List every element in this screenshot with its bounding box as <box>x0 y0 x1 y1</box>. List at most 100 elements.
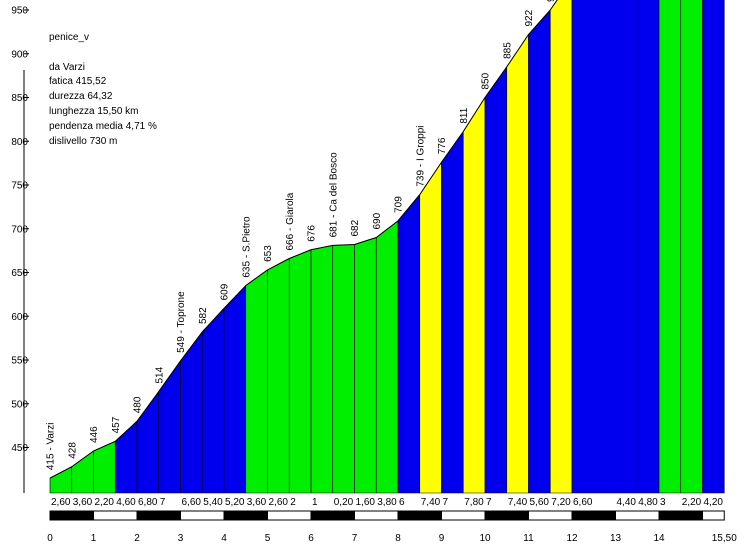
y-tick-label: 500 <box>11 399 28 410</box>
gradient-label: 7 <box>443 497 449 508</box>
km-bar-block <box>484 510 529 521</box>
point-label: 922 <box>524 9 535 26</box>
segment-green <box>332 244 355 494</box>
point-label: 666 - Giarola <box>285 192 296 250</box>
profile-line <box>49 0 558 479</box>
km-bar-block <box>702 510 725 521</box>
segment-blue <box>615 0 638 494</box>
gradient-label: 7 <box>486 497 492 508</box>
km-bar-block <box>397 510 442 521</box>
gradient-label: 2,20 <box>682 497 702 508</box>
pendenza-stat: pendenza media 4,71 % <box>49 121 157 132</box>
x-tick-label: 12 <box>566 533 578 544</box>
km-bar-block <box>310 510 355 521</box>
x-tick-label: 8 <box>395 533 401 544</box>
gradient-label: 6,60 <box>182 497 202 508</box>
point-label: 776 <box>437 137 448 154</box>
segment-blue <box>397 193 421 494</box>
segment-green <box>658 0 682 494</box>
lunghezza-stat: lunghezza 15,50 km <box>49 106 139 117</box>
km-bar-block <box>571 510 616 521</box>
segment-blue <box>441 130 464 494</box>
segment-yellow <box>419 161 442 494</box>
y-tick-label: 750 <box>11 181 28 192</box>
durezza-stat: durezza 64,32 <box>49 91 113 102</box>
gradient-label: 7,40 <box>421 497 441 508</box>
gradient-label: 1 <box>312 497 318 508</box>
y-tick-label: 900 <box>11 49 28 60</box>
start-location: da Varzi <box>49 62 85 73</box>
gradient-label: 2,20 <box>95 497 115 508</box>
km-bar-block <box>615 510 660 521</box>
point-label: 415 - Varzi <box>46 423 57 471</box>
point-label: 850 <box>481 72 492 89</box>
gradient-label: 4,60 <box>116 497 136 508</box>
point-label: 514 <box>154 366 165 383</box>
gradient-label: 3 <box>660 497 666 508</box>
profile-name: penice_v <box>49 32 90 43</box>
gradient-label: 5,20 <box>225 497 245 508</box>
point-label: 681 - Ca del Bosco <box>328 152 339 237</box>
dislivello-stat: dislivello 730 m <box>49 136 118 147</box>
point-label: 690 <box>372 212 383 229</box>
gradient-label: 7 <box>160 497 166 508</box>
gradient-label: 3,80 <box>377 497 397 508</box>
gradient-label: 4,40 <box>617 497 637 508</box>
point-label: 885 <box>502 42 513 59</box>
km-bar-block <box>441 510 486 521</box>
gradient-label: 1,60 <box>356 497 376 508</box>
x-tick-label: 7 <box>352 533 358 544</box>
gradient-label: 5,40 <box>203 497 223 508</box>
gradient-label: 0,20 <box>334 497 354 508</box>
point-label: 653 <box>263 245 274 262</box>
gradient-label: 2 <box>290 497 296 508</box>
gradient-label: 2,60 <box>51 497 71 508</box>
segment-green <box>680 0 703 494</box>
x-tick-label: 5 <box>265 533 271 544</box>
point-label: 549 - Toprone <box>176 291 187 353</box>
y-tick-label: 700 <box>11 224 28 235</box>
km-bar-block <box>267 510 312 521</box>
point-label: 582 <box>198 307 209 324</box>
x-tick-label: 2 <box>134 533 140 544</box>
km-bar-block <box>180 510 225 521</box>
gradient-label: 6,80 <box>138 497 158 508</box>
km-bar-block <box>223 510 268 521</box>
segment-blue <box>571 0 616 494</box>
gradient-label: 4,80 <box>638 497 658 508</box>
x-tick-label: 10 <box>479 533 491 544</box>
gradient-label: 5,60 <box>530 497 550 508</box>
point-label: 739 - I Groppi <box>415 125 426 186</box>
y-tick-label: 450 <box>11 443 28 454</box>
gradient-label: 7,40 <box>508 497 528 508</box>
segment-green <box>245 269 268 494</box>
point-label: 676 <box>307 225 318 242</box>
y-tick-label: 550 <box>11 356 28 367</box>
gradient-label: 2,60 <box>269 497 289 508</box>
fatica-stat: fatica 415,52 <box>49 76 107 87</box>
point-label: 480 <box>133 396 144 413</box>
gradient-label: 7,20 <box>551 497 571 508</box>
point-label: 428 <box>67 442 78 459</box>
km-bar-block <box>354 510 399 521</box>
km-bar-block <box>49 510 94 521</box>
gradient-label: 6 <box>399 497 405 508</box>
gradient-label: 3,60 <box>73 497 93 508</box>
segment-green <box>288 249 312 494</box>
point-label: 709 <box>394 196 405 213</box>
km-bar-block <box>528 510 573 521</box>
x-tick-label: 3 <box>178 533 184 544</box>
segment-yellow <box>462 96 486 494</box>
km-bar-block <box>658 510 703 521</box>
x-tick-label: 11 <box>523 533 534 544</box>
segment-blue <box>201 307 225 494</box>
segment-green <box>354 237 377 494</box>
point-label: 811 <box>459 107 470 123</box>
gradient-label: 4,20 <box>704 497 724 508</box>
segment-green <box>375 220 399 494</box>
point-label: 609 <box>220 283 231 300</box>
gradient-label: 3,60 <box>247 497 267 508</box>
x-tick-label: 1 <box>91 533 97 544</box>
segment-blue <box>484 65 508 494</box>
